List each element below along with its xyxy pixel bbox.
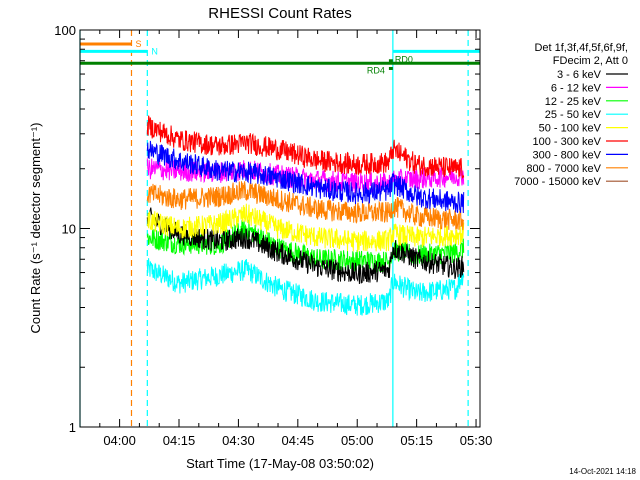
legend-label-3: 25 - 50 keV [545, 109, 602, 121]
legend-label-6: 300 - 800 keV [533, 149, 602, 161]
legend-label-8: 7000 - 15000 keV [514, 176, 602, 188]
state-bar-label-4: RD0 [395, 55, 413, 65]
series-line-800-7000-kev [146, 181, 465, 231]
y-tick-label-1: 10 [62, 222, 76, 237]
series-line-100-300-kev [146, 115, 465, 179]
y-axis-label: Count Rate (s⁻¹ detector segment⁻¹) [28, 123, 43, 334]
y-tick-label-2: 100 [54, 23, 76, 38]
legend-header-line-2: FDecim 2, Att 0 [553, 55, 628, 67]
series-line-6-12-kev [146, 158, 465, 194]
state-bar-label-1: N [151, 46, 158, 56]
y-tick-label-0: 1 [69, 420, 76, 435]
state-bar-label-5: RD4 [367, 65, 385, 75]
series-line-300-800-kev [146, 140, 465, 214]
x-tick-label-4: 05:00 [341, 433, 374, 448]
legend: Det 1f,3f,4f,5f,6f,9f, FDecim 2, Att 0 3… [514, 42, 628, 188]
timestamp: 14-Oct-2021 14:18 [569, 467, 636, 476]
legend-label-7: 800 - 7000 keV [526, 163, 601, 175]
axes: 04:00 04:15 04:30 04:45 05:00 05:15 05:30 1 10 10… [54, 23, 492, 448]
legend-label-1: 6 - 12 keV [551, 82, 602, 94]
x-tick-label-5: 05:15 [400, 433, 433, 448]
legend-label-0: 3 - 6 keV [557, 69, 602, 81]
state-bar-label-0: S [135, 39, 141, 49]
series-line-3-6-kev [146, 207, 465, 285]
series-lines [146, 115, 465, 316]
state-bars: SN RD0 RD4 [80, 39, 480, 75]
legend-header-line-1: Det 1f,3f,4f,5f,6f,9f, [534, 42, 628, 54]
series-line-50-100-kev [146, 203, 465, 253]
x-tick-label-2: 04:30 [222, 433, 255, 448]
chart-title: RHESSI Count Rates [208, 5, 351, 22]
x-tick-label-0: 04:00 [103, 433, 136, 448]
x-tick-label-3: 04:45 [282, 433, 315, 448]
legend-label-4: 50 - 100 keV [539, 123, 602, 135]
legend-label-2: 12 - 25 keV [545, 96, 602, 108]
x-tick-label-6: 05:30 [460, 433, 493, 448]
legend-label-5: 100 - 300 keV [533, 136, 602, 148]
x-tick-label-1: 04:15 [163, 433, 196, 448]
series-line-25-50-kev [146, 258, 465, 316]
x-axis-label: Start Time (17-May-08 03:50:02) [186, 456, 374, 471]
